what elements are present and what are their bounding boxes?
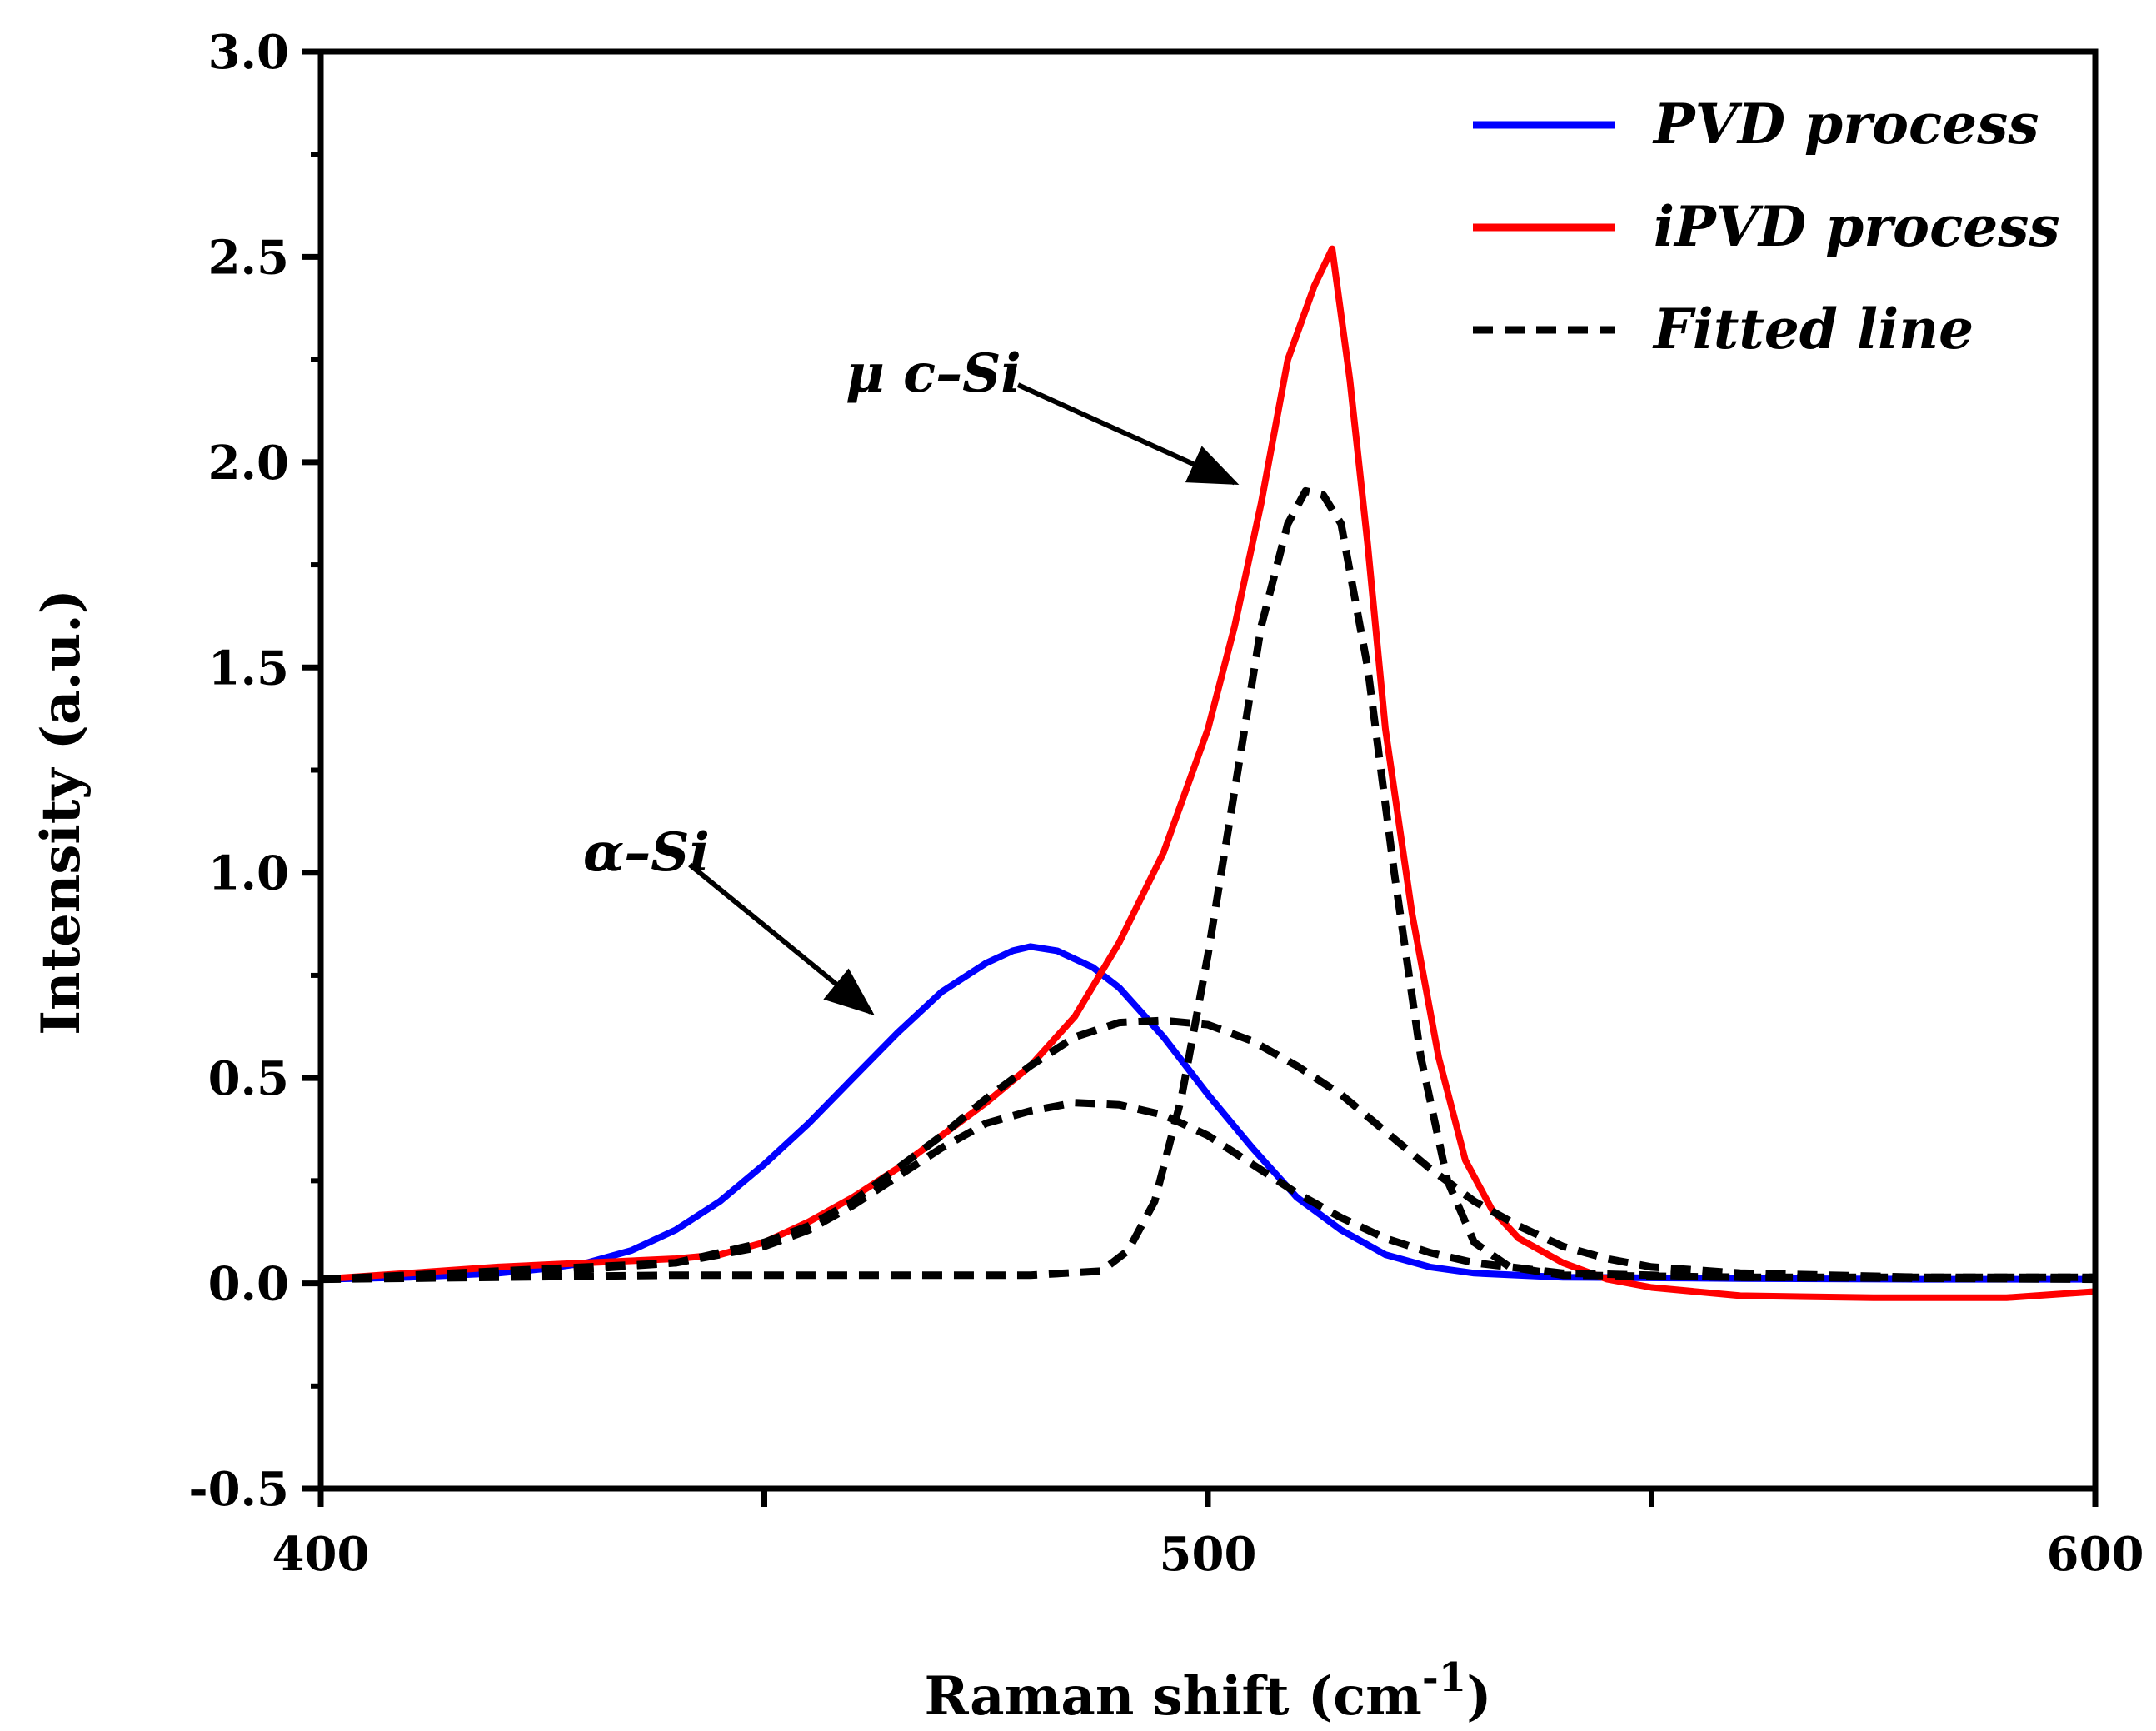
y-tick-label-4: 1.5 — [208, 641, 289, 696]
series-line-3 — [320, 1099, 2096, 1284]
legend-label-1: iPVD process — [1654, 194, 2060, 259]
y-tick-label-5: 2.0 — [208, 436, 289, 491]
annotations: μ c–Si α–Si — [583, 342, 1240, 1016]
legend-label-2: Fitted line — [1652, 297, 1974, 362]
y-tick-label-7: 3.0 — [208, 25, 289, 80]
x-axis-title: Raman shift (cm-1) — [925, 1654, 1492, 1728]
y-tick-label-2: 0.5 — [208, 1051, 289, 1106]
y-tick-label-0: -0.5 — [188, 1462, 289, 1517]
y-axis-title: Intensity (a.u.) — [30, 589, 92, 1035]
y-tick-label-3: 1.0 — [208, 846, 289, 901]
legend: PVD process iPVD process Fitted line — [1473, 92, 2060, 362]
series-line-0 — [320, 943, 2095, 1283]
y-tick-label-6: 2.5 — [208, 230, 289, 285]
x-tick-label-1: 500 — [1160, 1527, 1257, 1582]
annotation-arrow-0 — [1016, 382, 1240, 486]
y-tick-label-1: 0.0 — [208, 1257, 289, 1312]
axis-ticks — [302, 48, 2099, 1507]
plot-frame — [317, 48, 2099, 1492]
tick-labels: 400 500 600 -0.5 0.0 0.5 1.0 1.5 2.0 2.5 3.0 — [188, 25, 2144, 1582]
annotation-arrow-1 — [688, 862, 875, 1016]
annotation-label-1: α–Si — [583, 821, 710, 884]
series-line-2 — [320, 486, 2095, 1284]
series-line-4 — [320, 1016, 2095, 1284]
annotation-label-0: μ c–Si — [846, 342, 1021, 405]
legend-label-0: PVD process — [1652, 92, 2039, 157]
series-line-1 — [320, 245, 2096, 1301]
x-tick-label-0: 400 — [272, 1527, 370, 1582]
x-tick-label-2: 600 — [2047, 1527, 2144, 1582]
plot-lines — [320, 245, 2096, 1301]
